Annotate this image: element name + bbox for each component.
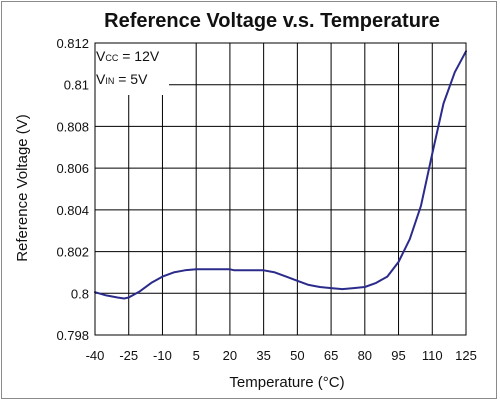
y-tick-label: 0.804 xyxy=(56,203,89,218)
y-tick-label: 0.81 xyxy=(64,78,89,93)
x-tick-label: 110 xyxy=(422,348,443,363)
x-tick-label: 20 xyxy=(223,348,237,363)
x-tick-label: 95 xyxy=(391,348,405,363)
y-tick-label: 0.808 xyxy=(56,119,89,134)
y-tick-label: 0.802 xyxy=(56,245,89,260)
x-tick-label: 5 xyxy=(193,348,200,363)
x-tick-label: 35 xyxy=(256,348,270,363)
y-tick-labels: 0.798 0.8 0.802 0.804 0.806 0.808 0.81 0.812 xyxy=(56,36,89,343)
x-tick-label: -10 xyxy=(153,348,172,363)
plot-border xyxy=(94,42,467,336)
annotation-background xyxy=(93,43,169,95)
chart-title: Reference Voltage v.s. Temperature xyxy=(104,10,440,32)
x-axis-label: Temperature (°C) xyxy=(229,374,344,391)
series-line xyxy=(94,50,467,300)
annotation-vcc: VCC = 12V xyxy=(96,48,160,64)
conditions-annotation: VCC = 12V VIN = 5V xyxy=(93,43,169,95)
x-tick-label: -25 xyxy=(119,348,138,363)
y-tick-label: 0.806 xyxy=(56,161,89,176)
x-tick-label: 65 xyxy=(324,348,338,363)
x-tick-label: 125 xyxy=(455,348,477,363)
y-tick-label: 0.812 xyxy=(56,36,89,51)
x-tick-label: -40 xyxy=(86,348,105,363)
annotation-vin: VIN = 5V xyxy=(96,71,148,87)
y-axis-label: Reference Voltage (V) xyxy=(14,114,31,262)
y-tick-label: 0.798 xyxy=(56,328,89,343)
series-group xyxy=(94,50,467,300)
x-tick-labels: -40 -25 -10 5 20 35 50 65 80 95 110 125 xyxy=(86,348,477,363)
x-tick-label: 80 xyxy=(358,348,372,363)
y-tick-label: 0.8 xyxy=(71,286,89,301)
x-tick-label: 50 xyxy=(290,348,304,363)
